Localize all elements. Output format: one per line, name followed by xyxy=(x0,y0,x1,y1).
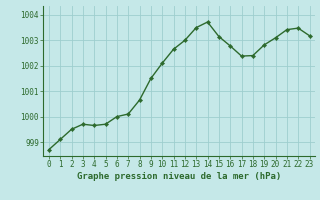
X-axis label: Graphe pression niveau de la mer (hPa): Graphe pression niveau de la mer (hPa) xyxy=(77,172,281,181)
